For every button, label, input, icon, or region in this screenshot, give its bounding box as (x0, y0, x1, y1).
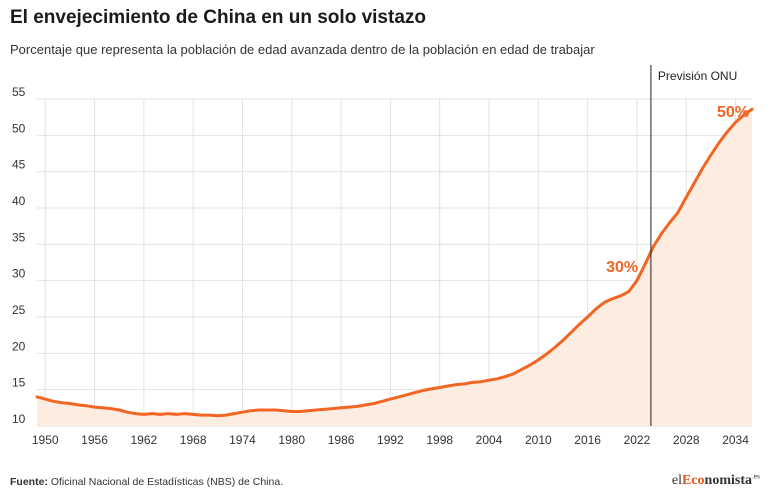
y-tick-label: 10 (12, 412, 26, 426)
annotations: 30% 50% (606, 104, 749, 276)
x-tick-label: 2022 (624, 433, 651, 447)
x-tick-label: 2004 (476, 433, 503, 447)
y-tick-label: 40 (12, 194, 26, 208)
eleconomista-logo: elEconomista.es (672, 473, 760, 489)
x-tick-label: 1980 (278, 433, 305, 447)
area-fill (37, 109, 752, 426)
x-tick-label: 1962 (130, 433, 157, 447)
y-tick-label: 25 (12, 303, 26, 317)
logo-main: nomista (704, 473, 752, 488)
x-tick-label: 1974 (229, 433, 256, 447)
x-tick-label: 1986 (328, 433, 355, 447)
x-tick-label: 2016 (574, 433, 601, 447)
y-tick-label: 30 (12, 267, 26, 281)
y-tick-label: 35 (12, 230, 26, 244)
y-tick-label: 50 (12, 121, 26, 135)
x-axis: 1950 1956 1962 1968 1974 1980 1986 1992 1998 2004… (32, 433, 749, 447)
series-line (35, 107, 754, 418)
x-tick-label: 1956 (81, 433, 108, 447)
x-tick-label: 1968 (180, 433, 207, 447)
y-axis: 10 15 20 25 30 35 40 45 50 55 (12, 85, 26, 426)
logo-accent: Eco (681, 473, 705, 488)
forecast-divider: Previsión ONU (650, 65, 737, 426)
forecast-label: Previsión ONU (658, 69, 737, 83)
source-label: Fuente: (10, 476, 48, 488)
y-tick-label: 20 (12, 339, 26, 353)
y-tick-label: 15 (12, 376, 26, 390)
x-tick-label: 1950 (32, 433, 59, 447)
chart-title: El envejecimiento de China en un solo vi… (10, 7, 426, 28)
y-tick-label: 45 (12, 158, 26, 172)
logo-suffix: .es (751, 474, 760, 481)
x-tick-label: 1998 (426, 433, 453, 447)
x-tick-label: 2034 (722, 433, 749, 447)
logo-pre: el (671, 473, 682, 488)
chart-subtitle: Porcentaje que representa la población d… (10, 42, 595, 57)
x-tick-label: 2028 (673, 433, 700, 447)
x-tick-label: 2010 (525, 433, 552, 447)
y-tick-label: 55 (12, 85, 26, 99)
x-tick-label: 1992 (377, 433, 404, 447)
annotation-30: 30% (606, 259, 638, 276)
source-text: Oficinal Nacional de Estadísticas (NBS) … (47, 476, 284, 488)
annotation-50: 50% (717, 104, 749, 121)
source-note: Fuente: Oficinal Nacional de Estadística… (10, 476, 283, 488)
